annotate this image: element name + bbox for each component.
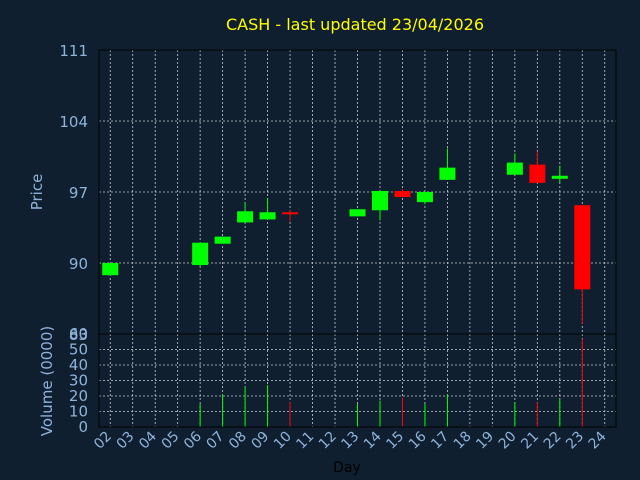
volume-bars — [199, 338, 583, 427]
price-tick-label: 97 — [69, 184, 88, 202]
candle-body — [102, 263, 119, 276]
day-tick-label: 05 — [159, 429, 183, 453]
price-tick-label: 104 — [59, 113, 88, 131]
day-tick-label: 03 — [114, 429, 138, 453]
day-tick-labels: 0203040506070809101112131415161718192021… — [91, 428, 609, 452]
day-tick-label: 15 — [383, 429, 407, 453]
candle-body — [192, 242, 209, 266]
price-tick-labels: 111 104 97 90 83 — [59, 42, 88, 344]
chart-title: CASH - last updated 23/04/2026 — [226, 15, 484, 34]
day-tick-label: 21 — [518, 429, 542, 453]
price-tick-label: 90 — [69, 255, 88, 273]
day-tick-label: 04 — [136, 428, 160, 452]
candle-body — [237, 211, 254, 223]
day-tick-label: 11 — [293, 429, 317, 453]
candle-body — [506, 162, 523, 175]
day-tick-label: 20 — [496, 429, 520, 453]
volume-tick-label: 20 — [69, 387, 88, 405]
price-tick-label: 111 — [59, 42, 88, 60]
candle-body — [416, 192, 433, 203]
day-tick-label: 13 — [338, 429, 362, 453]
day-tick-label: 09 — [248, 429, 272, 453]
day-tick-label: 02 — [91, 429, 115, 453]
candle-body — [574, 205, 591, 290]
candle-body — [439, 167, 456, 180]
day-tick-label: 16 — [406, 428, 430, 452]
day-tick-label: 06 — [181, 428, 205, 452]
x-axis-label: Day — [333, 460, 361, 476]
volume-tick-label: 60 — [69, 325, 88, 343]
day-tick-label: 24 — [586, 428, 610, 452]
day-tick-label: 17 — [428, 429, 452, 453]
candle-body — [529, 164, 546, 183]
volume-axis-label: Volume (0000) — [38, 326, 56, 436]
day-tick-label: 18 — [451, 429, 475, 453]
volume-tick-label: 40 — [69, 356, 88, 374]
price-axis-label: Price — [28, 174, 46, 211]
day-tick-label: 23 — [563, 429, 587, 453]
candlesticks — [102, 148, 591, 324]
day-tick-label: 07 — [204, 429, 228, 453]
candle-body — [349, 209, 366, 217]
candle-body — [259, 212, 276, 220]
volume-tick-label: 0 — [78, 418, 88, 436]
candle-body — [282, 212, 299, 215]
candle-body — [214, 236, 231, 244]
candle-body — [394, 190, 411, 198]
day-tick-label: 22 — [541, 429, 565, 453]
day-tick-label: 10 — [271, 429, 295, 453]
volume-tick-label: 30 — [69, 372, 88, 390]
day-tick-label: 08 — [226, 429, 250, 453]
volume-plot-frame — [98, 333, 617, 428]
candle-body — [551, 175, 568, 179]
volume-tick-label: 10 — [69, 403, 88, 421]
day-tick-label: 12 — [316, 429, 340, 453]
price-gridlines — [99, 49, 616, 335]
candle-body — [371, 190, 388, 211]
day-tick-label: 19 — [473, 429, 497, 453]
volume-tick-label: 50 — [69, 341, 88, 359]
day-tick-label: 14 — [361, 428, 385, 452]
price-tick-label: 83 — [69, 326, 88, 344]
